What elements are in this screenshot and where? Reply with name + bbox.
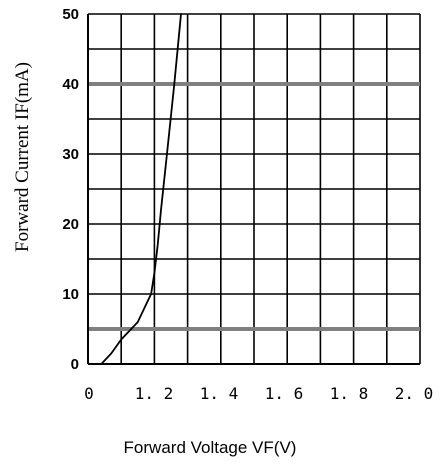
x-tick-label: 1. 4 [200,384,239,403]
x-tick-label: 0 [84,384,94,403]
x-tick-label: 1. 2 [135,384,174,403]
x-tick-label: 1. 8 [330,384,369,403]
x-axis-label: Forward Voltage VF(V) [124,438,297,457]
y-tick-label: 0 [71,356,79,373]
y-tick-label: 20 [62,216,79,233]
x-tick-label: 1. 6 [265,384,304,403]
y-tick-label: 40 [62,76,79,93]
x-axis-ticks: 0 1. 2 1. 4 1. 6 1. 8 2. 0 [84,384,433,403]
y-axis-label: Forward Current IF(mA) [12,62,33,252]
plot-area [100,13,182,365]
y-axis-ticks: 0 10 20 30 40 50 [62,6,79,373]
x-tick-label: 2. 0 [395,384,434,403]
y-tick-label: 10 [62,286,79,303]
y-tick-label: 30 [62,146,79,163]
series-line [100,13,182,365]
y-tick-label: 50 [62,6,79,23]
grid [87,13,421,365]
